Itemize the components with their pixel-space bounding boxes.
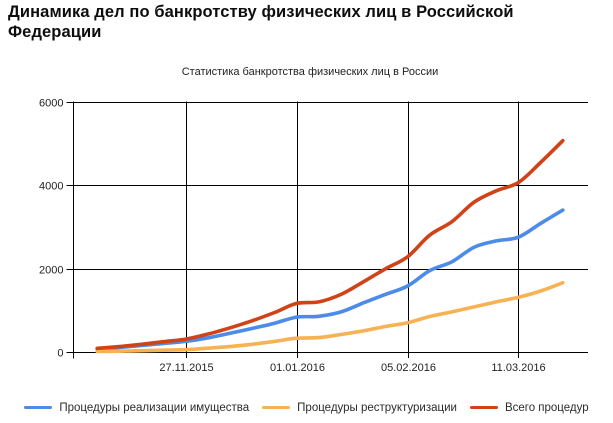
y-axis-label: 2000 xyxy=(39,265,63,277)
y-axis-label: 0 xyxy=(57,348,63,360)
x-axis-label: 27.11.2015 xyxy=(159,362,213,374)
x-axis-label: 01.01.2016 xyxy=(270,362,325,374)
legend-item: Процедуры реализации имущества xyxy=(24,402,249,414)
series-line-total xyxy=(95,138,565,351)
legend-line-swatch xyxy=(469,405,498,410)
series-line-restructuring xyxy=(95,280,565,354)
y-axis-label: 4000 xyxy=(39,181,63,193)
x-axis-label: 05.02.2016 xyxy=(381,362,436,374)
legend-line-swatch xyxy=(24,405,53,410)
legend-label: Всего процедур xyxy=(504,401,589,414)
legend-label: Процедуры реструктуризации xyxy=(297,401,457,414)
legend-line-swatch xyxy=(262,405,291,410)
x-axis-label: 11.03.2016 xyxy=(491,362,545,374)
legend-label: Процедуры реализации имущества xyxy=(59,401,250,414)
legend-item: Процедуры реструктуризации xyxy=(262,402,457,414)
chart-legend: Процедуры реализации имущества Процедуры … xyxy=(0,399,613,416)
legend-item: Всего процедур xyxy=(469,401,589,414)
y-axis-label: 6000 xyxy=(39,98,63,110)
chart-title: Статистика банкротства физических лиц в … xyxy=(181,66,439,78)
series-line-realization xyxy=(95,208,565,351)
page-title: Динамика дел по банкротству физических л… xyxy=(8,3,514,41)
